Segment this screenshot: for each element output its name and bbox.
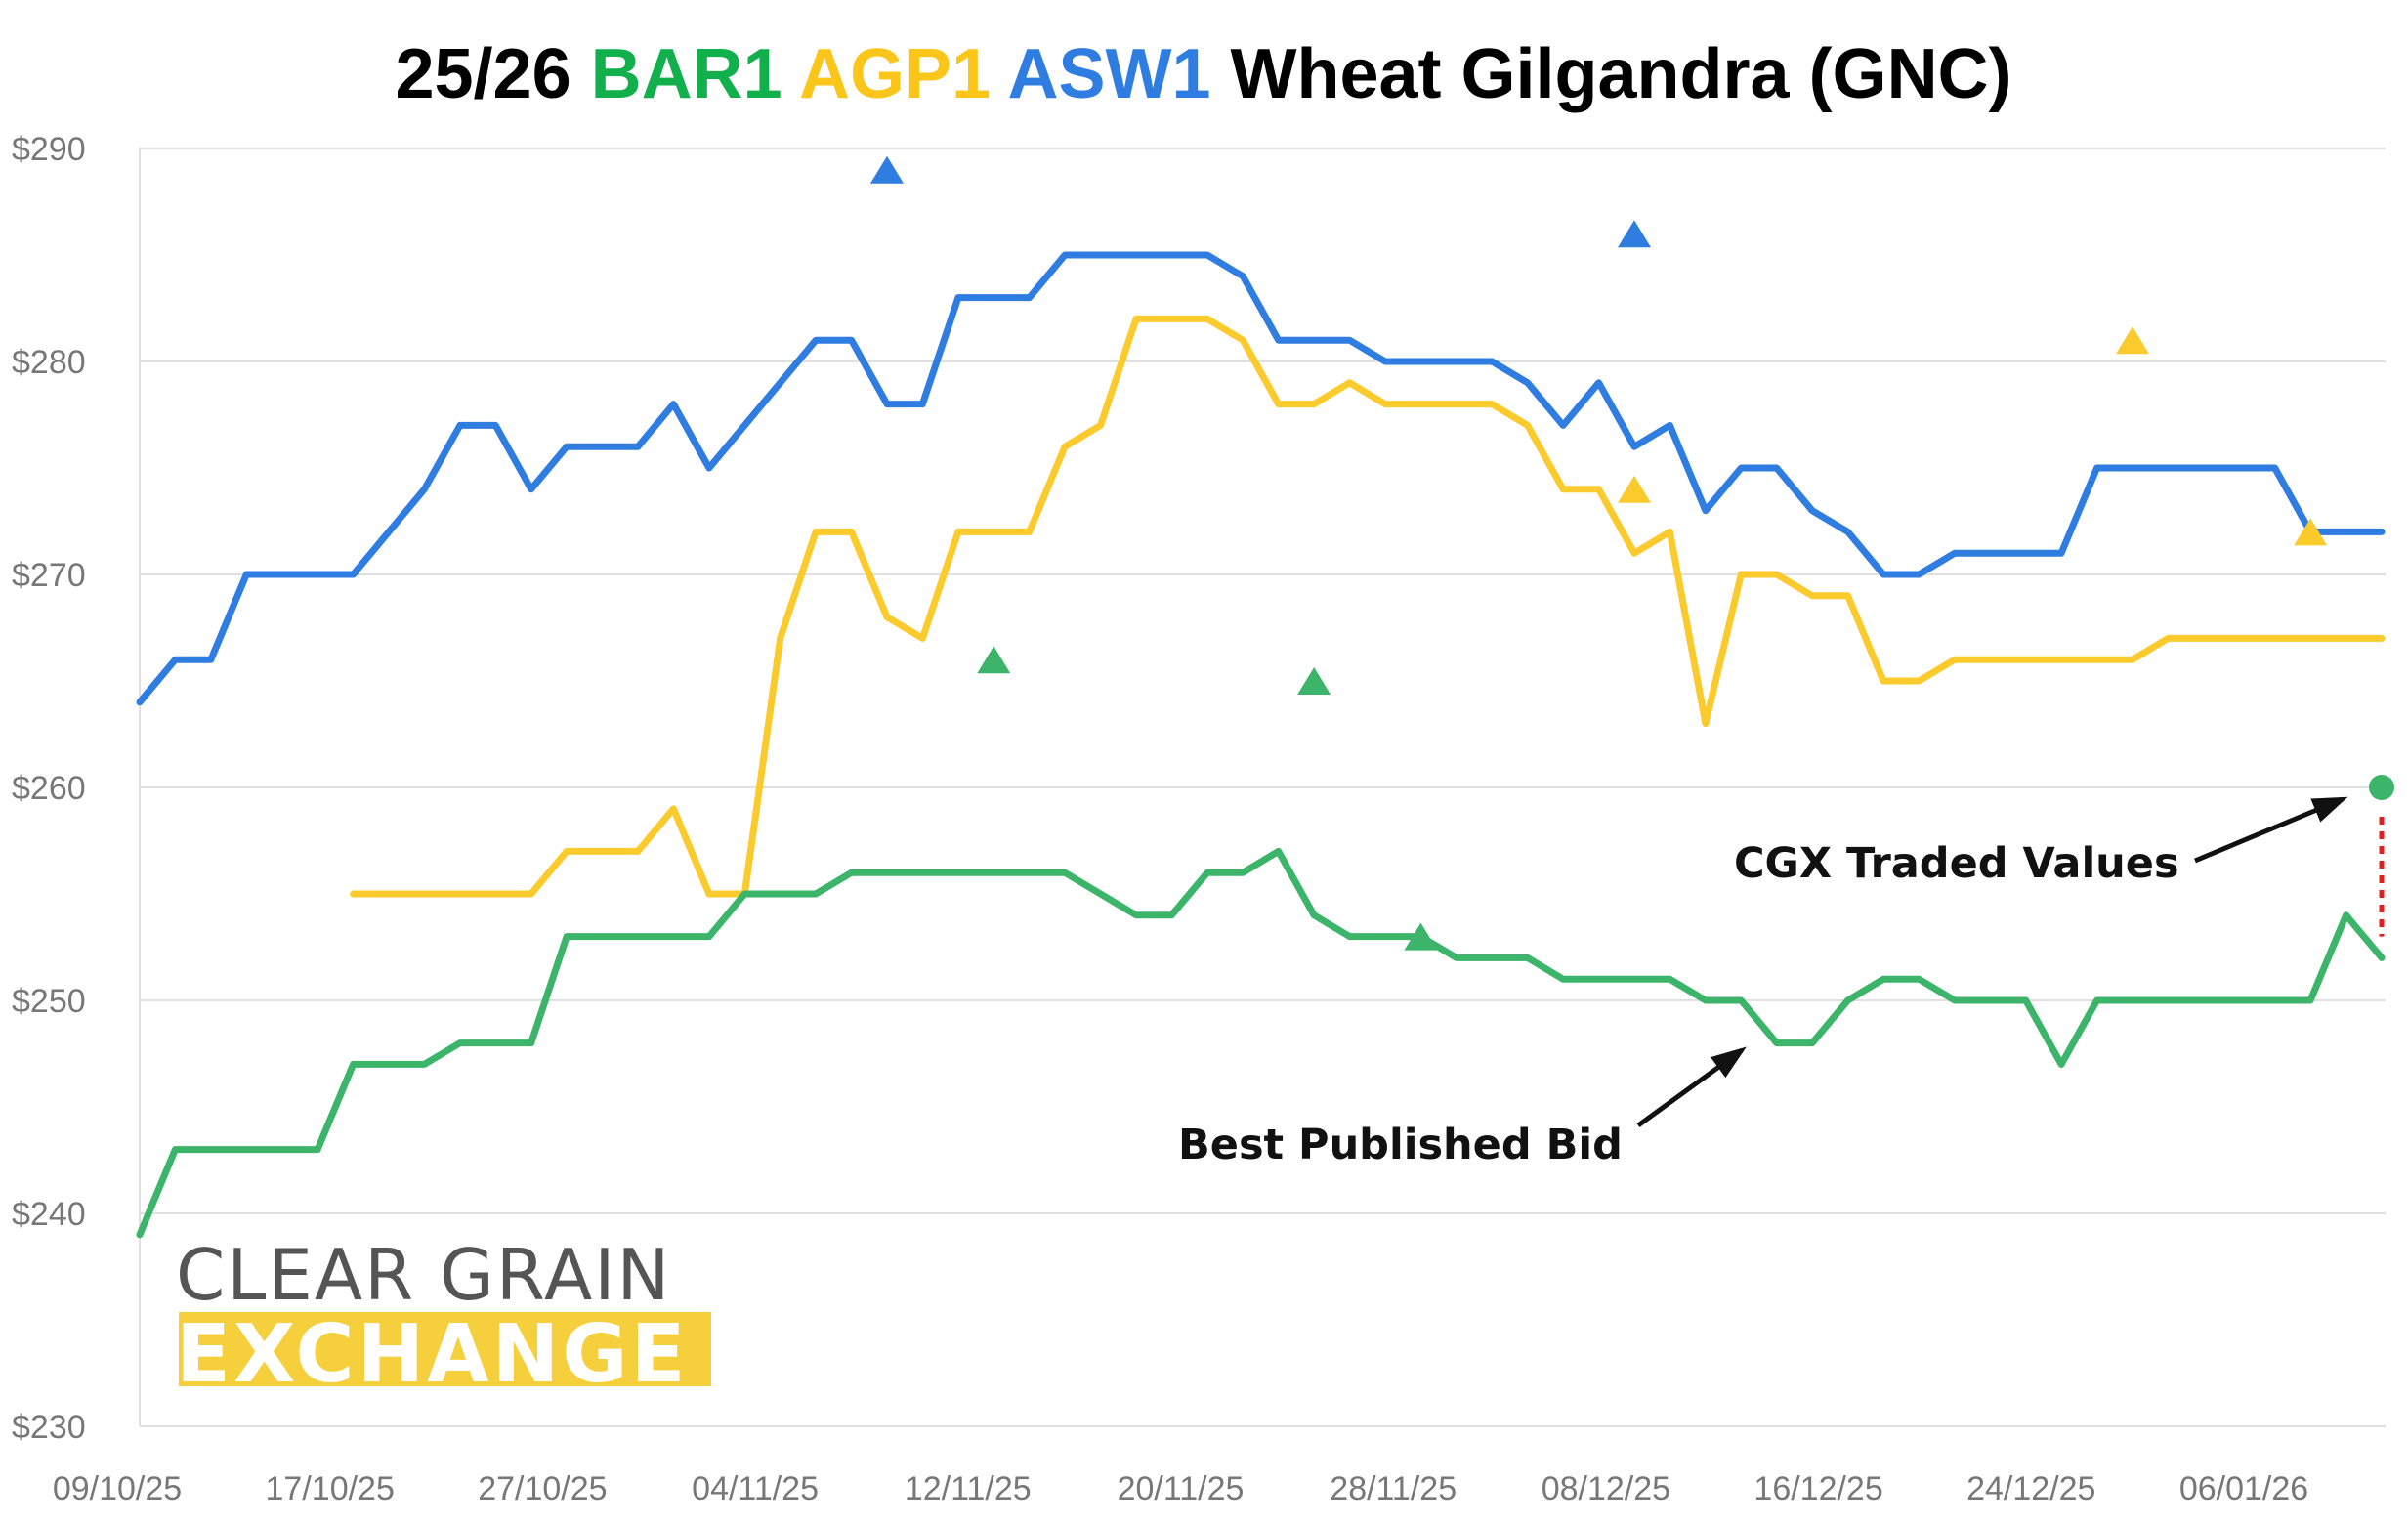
- x-tick-label: 06/01/26: [2179, 1470, 2308, 1507]
- x-tick-label: 17/10/25: [266, 1470, 395, 1507]
- clear-grain-exchange-logo: CLEAR GRAIN EXCHANGE: [176, 1234, 711, 1401]
- title-prefix: 25/26: [395, 35, 570, 113]
- title-suffix: Wheat Gilgandra (GNC): [1231, 35, 2012, 113]
- y-tick-label: $270: [12, 557, 86, 594]
- series-line-bar1: [136, 847, 2386, 1239]
- y-tick-label: $260: [12, 770, 86, 807]
- x-tick-label: 28/11/25: [1330, 1470, 1457, 1507]
- latest-traded-value-dot: [2369, 775, 2394, 800]
- x-tick-label: 20/11/25: [1118, 1470, 1245, 1507]
- traded-value-marker-bar1: [1404, 922, 1438, 951]
- title-agp1: AGP1: [799, 35, 991, 113]
- best-published-bid-label: Best Published Bid: [1178, 1121, 1623, 1169]
- logo-line1: CLEAR GRAIN: [176, 1234, 671, 1316]
- x-tick-label: 12/11/25: [905, 1470, 1032, 1507]
- series-lines: [136, 251, 2386, 1239]
- traded-value-marker-agp1: [2116, 326, 2149, 355]
- x-tick-label: 16/12/25: [1753, 1470, 1882, 1507]
- gridlines: [139, 148, 2386, 1427]
- annotations: CGX Traded Values Best Published Bid: [1178, 775, 2394, 1169]
- best-published-bid-arrowhead: [1711, 1046, 1747, 1079]
- y-axis-tick-labels: $230 $240 $250 $260 $270 $280 $290: [12, 131, 86, 1446]
- traded-value-marker-agp1: [2294, 518, 2328, 546]
- chart-title: 25/26 BAR1 AGP1 ASW1 Wheat Gilgandra (GN…: [395, 35, 2011, 113]
- traded-value-marker-bar1: [1297, 667, 1331, 695]
- series-line-asw1: [136, 251, 2386, 706]
- x-tick-label: 08/12/25: [1542, 1470, 1670, 1507]
- x-tick-label: 04/11/25: [692, 1470, 819, 1507]
- traded-value-marker-asw1: [1618, 220, 1651, 248]
- y-tick-label: $290: [12, 131, 86, 168]
- y-tick-label: $240: [12, 1196, 86, 1233]
- traded-value-marker-asw1: [870, 155, 904, 184]
- traded-value-marker-bar1: [977, 646, 1011, 674]
- y-tick-label: $230: [12, 1409, 86, 1446]
- cgx-traded-values-arrowhead: [2310, 796, 2348, 823]
- y-tick-label: $280: [12, 344, 86, 381]
- series-line-agp1: [350, 315, 2386, 898]
- title-bar1: BAR1: [591, 35, 782, 113]
- logo-line2: EXCHANGE: [176, 1308, 689, 1401]
- x-tick-label: 09/10/25: [53, 1470, 182, 1507]
- x-tick-label: 27/10/25: [478, 1470, 607, 1507]
- y-tick-label: $250: [12, 983, 86, 1020]
- cgx-traded-values-label: CGX Traded Values: [1734, 839, 2179, 888]
- x-axis-tick-labels: 09/10/25 17/10/25 27/10/25 04/11/25 12/11/25…: [53, 1470, 2308, 1507]
- traded-value-markers: [870, 155, 2328, 951]
- x-tick-label: 24/12/25: [1966, 1470, 2095, 1507]
- traded-value-marker-agp1: [1618, 475, 1651, 503]
- logo-band: [179, 1312, 711, 1386]
- title-asw1: ASW1: [1007, 35, 1210, 113]
